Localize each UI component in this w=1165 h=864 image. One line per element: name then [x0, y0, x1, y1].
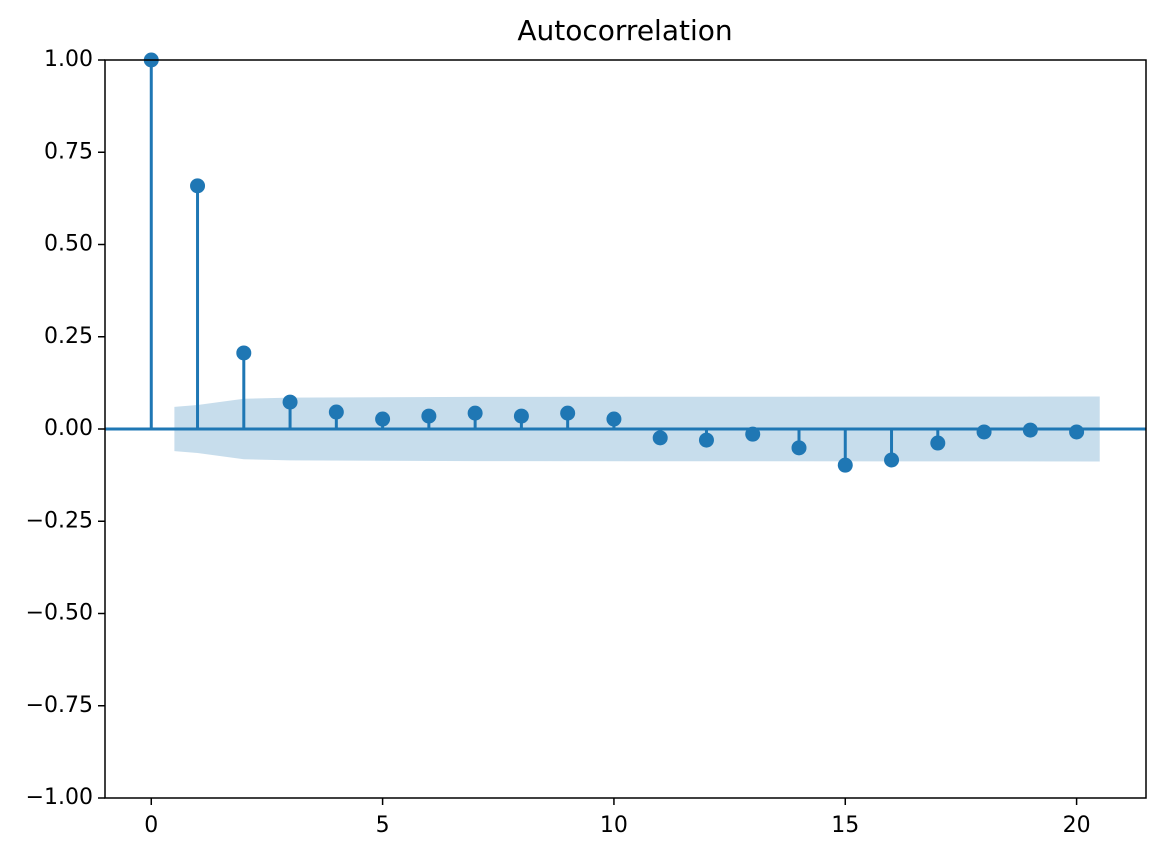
y-tick-label: 1.00 [44, 47, 93, 72]
y-tick-label: −0.50 [26, 601, 93, 626]
marker [791, 440, 807, 456]
marker [513, 408, 529, 424]
marker [976, 424, 992, 440]
y-tick-label: 0.75 [44, 139, 93, 164]
chart-title: Autocorrelation [517, 14, 732, 47]
marker [560, 405, 576, 421]
x-tick-label: 15 [831, 813, 859, 838]
y-tick-label: −0.75 [26, 693, 93, 718]
y-tick-label: 0.25 [44, 324, 93, 349]
marker [328, 404, 344, 420]
y-tick-label: −0.25 [26, 508, 93, 533]
marker [884, 452, 900, 468]
marker [930, 435, 946, 451]
marker [282, 394, 298, 410]
marker [421, 408, 437, 424]
marker [745, 426, 761, 442]
marker [606, 411, 622, 427]
marker [1022, 422, 1038, 438]
y-tick-label: 0.50 [44, 232, 93, 257]
plot-frame [104, 59, 1147, 799]
marker [837, 457, 853, 473]
marker [375, 411, 391, 427]
marker [190, 178, 206, 194]
marker [698, 432, 714, 448]
marker [467, 405, 483, 421]
x-tick-label: 5 [376, 813, 390, 838]
x-tick-label: 10 [600, 813, 628, 838]
marker [1069, 424, 1085, 440]
x-tick-label: 20 [1063, 813, 1091, 838]
y-tick-label: −1.00 [26, 785, 93, 810]
marker [236, 345, 252, 361]
y-tick-label: 0.00 [44, 416, 93, 441]
marker [652, 430, 668, 446]
x-tick-label: 0 [144, 813, 158, 838]
